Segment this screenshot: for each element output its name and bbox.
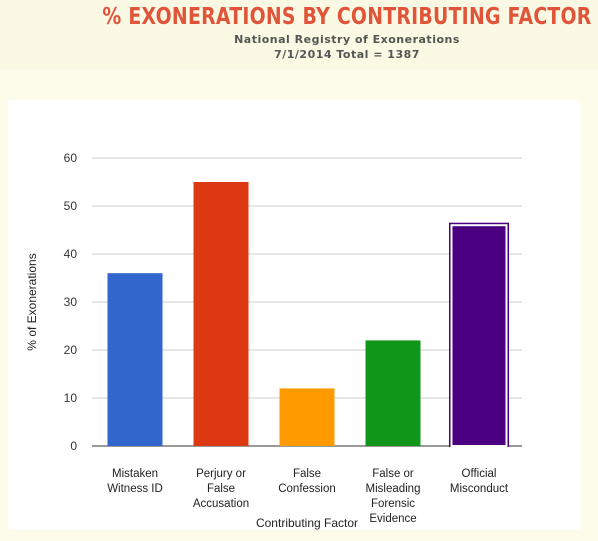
x-axis-label: Contributing Factor — [256, 516, 358, 530]
y-tick-label: 60 — [64, 151, 78, 165]
bar[interactable] — [365, 340, 421, 446]
chart-subtitle-date-total: 7/1/2014 Total = 1387 — [274, 48, 420, 61]
y-tick-label: 30 — [64, 295, 78, 309]
x-category-label: False or Misleading Forensic Evidence — [366, 468, 421, 525]
y-tick-label: 40 — [64, 247, 78, 261]
chart-title: % EXONERATIONS BY CONTRIBUTING FACTOR — [102, 4, 592, 30]
y-tick-label: 50 — [64, 199, 78, 213]
bars — [107, 182, 509, 447]
bar[interactable] — [279, 388, 335, 446]
x-category-labels: Mistaken Witness ID Perjury or False Accusat… — [107, 468, 509, 525]
chart-subtitle: National Registry of Exonerations — [234, 33, 460, 46]
x-category-label: Perjury or False Accusation — [193, 468, 249, 510]
bar[interactable] — [193, 182, 249, 446]
y-tick-label: 20 — [64, 343, 78, 357]
x-category-label: Mistaken Witness ID — [107, 468, 163, 495]
y-tick-label: 10 — [64, 391, 78, 405]
bar[interactable] — [450, 224, 508, 447]
y-axis-label: % of Exonerations — [25, 253, 39, 350]
y-tick-label: 0 — [70, 439, 77, 453]
y-tick-labels: 0 10 20 30 40 50 60 — [64, 151, 78, 453]
x-category-label: Official Misconduct — [450, 468, 509, 495]
bar[interactable] — [107, 273, 163, 446]
x-category-label: False Confession — [278, 468, 336, 495]
chart-header: % EXONERATIONS BY CONTRIBUTING FACTOR Na… — [0, 0, 598, 70]
